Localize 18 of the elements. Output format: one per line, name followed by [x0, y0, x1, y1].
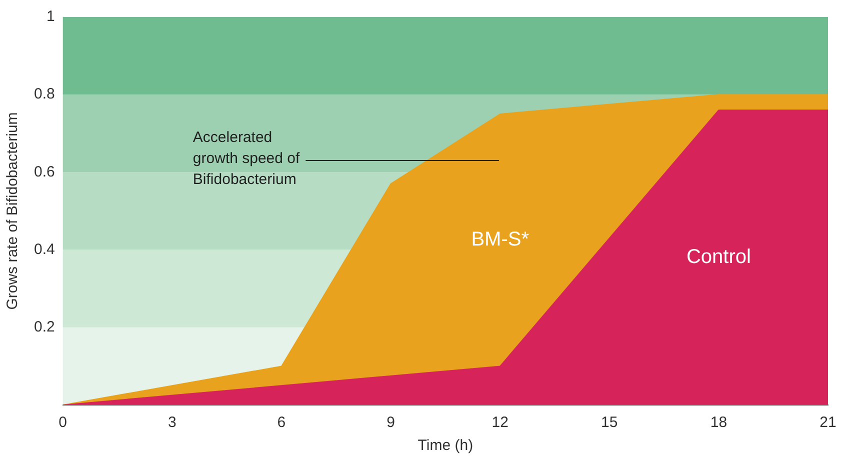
x-axis-title: Time (h)	[418, 437, 474, 454]
y-tick-label: 1	[46, 8, 55, 26]
y-axis-title: Grows rate of Bifidobacterium	[4, 112, 22, 310]
y-tick-label: 0.2	[34, 318, 55, 336]
annotation: Accelerated growth speed of Bifidobacterium	[192, 129, 300, 188]
x-tick-label: 15	[601, 414, 618, 432]
x-tick-label: 9	[386, 414, 395, 432]
y-tick-label: 0.8	[34, 86, 55, 103]
x-tick-label: 3	[168, 414, 176, 432]
x-tick-label: 18	[710, 414, 728, 432]
y-tick-label: 0.6	[34, 163, 55, 180]
x-tick-label: 0	[58, 414, 68, 432]
x-tick-label: 6	[277, 414, 286, 432]
y-tick-label: 0.4	[34, 240, 55, 258]
series-label: Control	[686, 246, 751, 268]
series-label: BM-S*	[471, 228, 530, 251]
x-tick-label: 12	[492, 414, 508, 432]
x-tick-label: 21	[820, 414, 836, 432]
